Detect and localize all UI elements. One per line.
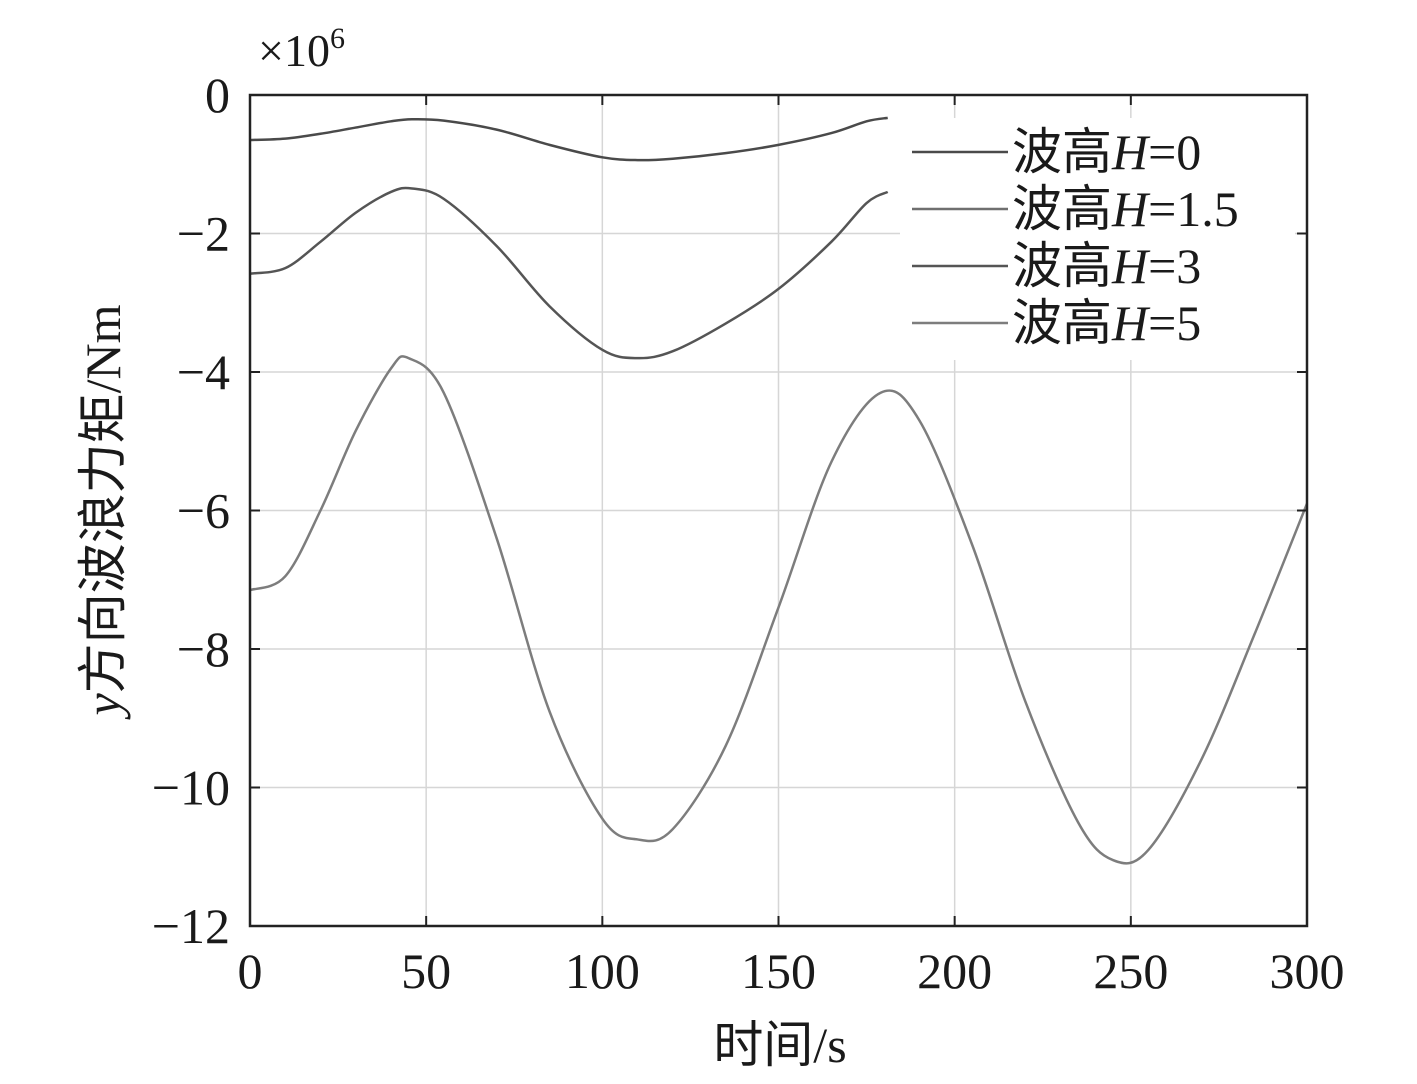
x-tick-label: 300 bbox=[1270, 943, 1345, 999]
x-axis-title: 时间/s bbox=[713, 1017, 846, 1073]
x-tick-label: 150 bbox=[741, 943, 816, 999]
legend-label-1: 波高H=1.5 bbox=[1012, 181, 1239, 237]
grid bbox=[250, 95, 1307, 926]
y-tick-label: −10 bbox=[152, 760, 230, 816]
series-line-2 bbox=[249, 186, 889, 360]
y-tick-label: −12 bbox=[152, 898, 230, 954]
legend-box bbox=[900, 118, 1295, 360]
y-tick-label: −2 bbox=[177, 206, 230, 262]
series-line-0 bbox=[249, 116, 888, 162]
legend-label-3: 波高H=5 bbox=[1012, 295, 1201, 351]
y-tick-label: −4 bbox=[177, 344, 230, 400]
x-tick-label: 100 bbox=[565, 943, 640, 999]
y-tick-label: 0 bbox=[205, 67, 230, 123]
x-tick-label: 50 bbox=[401, 943, 451, 999]
y-axis-title: y方向波浪力矩/Nm bbox=[75, 304, 131, 720]
x-tick-label: 250 bbox=[1093, 943, 1168, 999]
legend-label-0: 波高H=0 bbox=[1012, 124, 1201, 180]
ticks: 0 50 100 150 200 250 300 0 −2 −4 −6 −8 −10 −12 bbox=[152, 67, 1345, 999]
series-line-3 bbox=[249, 355, 1309, 865]
legend-label-2: 波高H=3 bbox=[1012, 238, 1201, 294]
x-tick-label: 200 bbox=[917, 943, 992, 999]
y-multiplier: ×106 bbox=[258, 22, 345, 76]
x-tick-label: 0 bbox=[238, 943, 263, 999]
y-tick-label: −8 bbox=[177, 621, 230, 677]
y-multiplier-exponent: 6 bbox=[330, 22, 345, 55]
y-tick-label: −6 bbox=[177, 483, 230, 539]
series-layer bbox=[249, 116, 1309, 865]
